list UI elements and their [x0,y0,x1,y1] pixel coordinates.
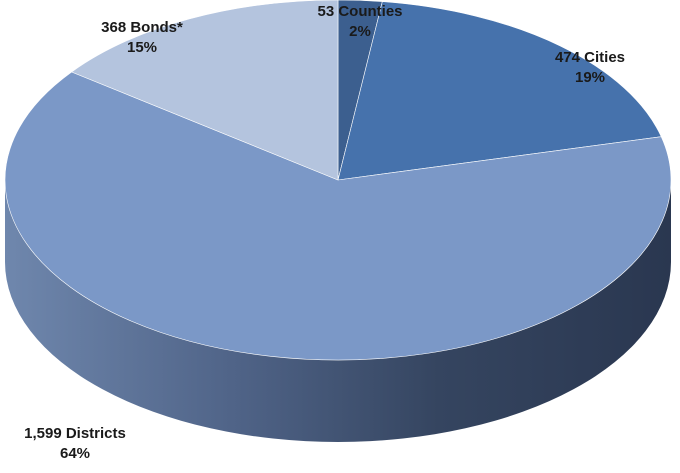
slice-label-districts: 1,599 Districts 64% [0,424,150,464]
pie-slice-bonds [71,0,339,181]
pie-slice-districts [4,71,672,361]
slice-label-cities-percent: 19% [574,69,606,86]
slice-label-bonds: 368 Bonds* 15% [82,18,202,58]
slice-label-bonds-percent: 15% [126,39,158,56]
pie-side-wall [5,180,671,442]
slice-label-cities-name: 474 Cities [554,49,626,66]
pie-side [5,180,671,442]
slice-label-districts-percent: 64% [59,445,91,462]
slice-label-districts-name: 1,599 Districts [24,425,126,442]
slice-label-counties-percent: 2% [349,23,371,40]
slice-label-cities: 474 Cities 19% [535,48,645,88]
pie-slice-cities [337,1,662,181]
slice-label-counties: 53 Counties 2% [305,2,415,42]
slice-label-bonds-name: 368 Bonds* [101,19,183,36]
pie-top [4,0,672,361]
slice-label-counties-name: 53 Counties [317,3,403,20]
